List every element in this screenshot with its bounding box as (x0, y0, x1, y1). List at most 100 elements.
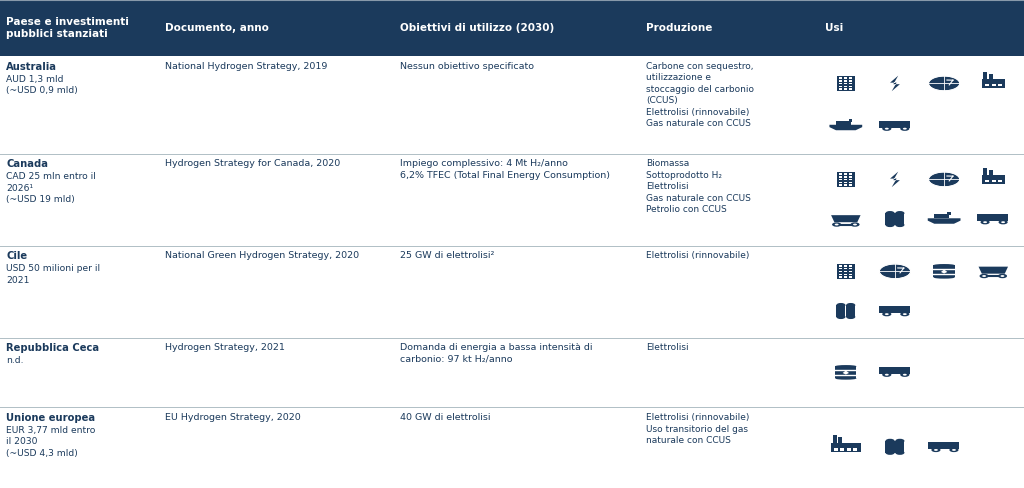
Bar (950, 442, 958, 447)
Text: EUR 3,77 mld entro
il 2030
(~USD 4,3 mld): EUR 3,77 mld entro il 2030 (~USD 4,3 mld… (6, 426, 95, 458)
Bar (0, 245, 1024, 338)
Bar (901, 367, 909, 371)
Bar (0, 0, 1024, 56)
Circle shape (1000, 275, 1005, 277)
Bar (901, 306, 909, 311)
Bar (844, 88, 847, 90)
Bar (839, 83, 842, 84)
Bar (879, 306, 909, 313)
Text: Elettrolisi (rinnovabile)
Uso transitorio del gas
naturale con CCUS: Elettrolisi (rinnovabile) Uso transitori… (646, 413, 750, 445)
Bar (837, 172, 855, 187)
Bar (831, 443, 860, 452)
Bar (849, 265, 852, 266)
Text: Canada: Canada (6, 160, 48, 169)
Bar (844, 77, 847, 79)
Bar (901, 121, 909, 125)
Bar (989, 75, 993, 80)
Bar (839, 77, 842, 79)
Text: Domanda di energia a bassa intensità di
carbonio: 97 kt H₂/anno: Domanda di energia a bassa intensità di … (400, 344, 593, 364)
Bar (844, 268, 847, 269)
Bar (934, 265, 954, 277)
Bar (844, 265, 847, 266)
Bar (849, 80, 852, 81)
Bar (849, 77, 852, 79)
Circle shape (895, 439, 904, 443)
Bar (982, 79, 1005, 88)
Bar (844, 273, 847, 275)
Bar (844, 184, 847, 186)
Text: Elettrolisi (rinnovabile): Elettrolisi (rinnovabile) (646, 251, 750, 261)
Circle shape (929, 76, 959, 91)
Text: Impiego complessivo: 4 Mt H₂/anno
6,2% TFEC (Total Final Energy Consumption): Impiego complessivo: 4 Mt H₂/anno 6,2% T… (400, 160, 610, 180)
Text: Usi: Usi (825, 23, 844, 33)
Text: 25 GW di elettrolisi²: 25 GW di elettrolisi² (400, 251, 495, 261)
Circle shape (885, 374, 889, 376)
Text: Biomassa
Sottoprodotto H₂
Elettrolisi
Gas naturale con CCUS
Petrolio con CCUS: Biomassa Sottoprodotto H₂ Elettrolisi Ga… (646, 160, 751, 214)
Circle shape (880, 264, 910, 279)
Bar (837, 264, 855, 279)
Bar (0, 56, 1024, 154)
Bar (999, 214, 1008, 219)
Text: Nessun obiettivo specificato: Nessun obiettivo specificato (400, 62, 535, 71)
Bar (849, 173, 852, 175)
Circle shape (903, 374, 907, 376)
Bar (849, 268, 852, 269)
Circle shape (886, 450, 895, 455)
Bar (839, 265, 842, 266)
Polygon shape (829, 125, 862, 130)
Bar (839, 176, 842, 178)
Bar (886, 441, 895, 453)
Circle shape (886, 211, 895, 215)
Ellipse shape (836, 365, 856, 367)
Circle shape (835, 224, 839, 225)
Bar (0, 338, 1024, 407)
Circle shape (1001, 221, 1006, 223)
Circle shape (846, 303, 855, 307)
Bar (985, 83, 989, 86)
Text: Hydrogen Strategy, 2021: Hydrogen Strategy, 2021 (165, 344, 285, 352)
Bar (839, 85, 842, 87)
Circle shape (900, 312, 909, 316)
Bar (849, 85, 852, 87)
Bar (985, 180, 989, 183)
Polygon shape (890, 172, 900, 187)
Bar (839, 184, 842, 186)
Circle shape (983, 221, 987, 223)
Bar (844, 85, 847, 87)
Bar (844, 182, 847, 183)
Bar (849, 179, 852, 181)
Circle shape (903, 313, 907, 315)
Circle shape (934, 449, 938, 451)
Circle shape (895, 450, 904, 455)
Bar (839, 173, 842, 175)
Bar (989, 170, 993, 176)
Bar (836, 121, 851, 125)
Circle shape (850, 223, 859, 227)
Bar (991, 83, 995, 86)
Bar (928, 442, 958, 449)
Bar (839, 437, 842, 444)
Circle shape (886, 439, 895, 443)
Polygon shape (928, 218, 961, 224)
Bar (844, 83, 847, 84)
Circle shape (903, 128, 907, 130)
Text: Carbone con sequestro,
utilizzazione e
stoccaggio del carbonio
(CCUS)
Elettrolis: Carbone con sequestro, utilizzazione e s… (646, 62, 754, 128)
Bar (849, 88, 852, 90)
Bar (849, 119, 852, 122)
Bar (849, 273, 852, 275)
Circle shape (837, 315, 846, 319)
Bar (983, 168, 987, 176)
Bar (839, 80, 842, 81)
Bar (895, 441, 904, 453)
Bar (839, 182, 842, 183)
Bar (839, 276, 842, 278)
Text: Paese e investimenti
pubblici stanziati: Paese e investimenti pubblici stanziati (6, 17, 129, 39)
Bar (841, 448, 844, 450)
Text: Australia: Australia (6, 62, 57, 72)
Bar (834, 448, 838, 450)
Bar (837, 305, 846, 317)
Text: Unione europea: Unione europea (6, 413, 95, 423)
Circle shape (883, 126, 891, 131)
Circle shape (900, 126, 909, 131)
Bar (837, 76, 855, 91)
